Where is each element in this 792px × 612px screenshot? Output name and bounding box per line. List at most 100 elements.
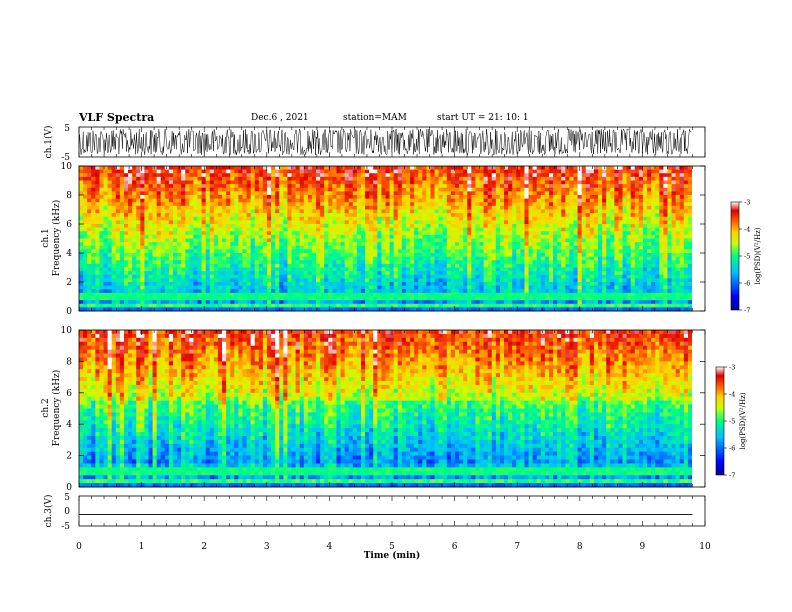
ch1-spectrogram-cell: [307, 267, 313, 272]
ch1-spectrogram-cell: [454, 227, 460, 232]
ch1-spectrogram-cell: [438, 202, 444, 207]
ch1-spectrogram-cell: [266, 227, 272, 232]
ch1-spectrogram-cell: [618, 166, 623, 171]
ch1-spectrogram-cell: [172, 274, 178, 279]
ch1-spectrogram-cell: [569, 224, 574, 229]
ch1-spectrogram-cell: [630, 213, 636, 218]
ch1-spectrogram-cell: [422, 169, 427, 174]
ch1-spectrogram-cell: [181, 260, 186, 265]
ch1-spectrogram-cell: [561, 205, 566, 210]
ch1-spectrogram-cell: [152, 245, 158, 250]
ch1-spectrogram-cell: [614, 166, 619, 171]
ch1-spectrogram-cell: [99, 271, 104, 276]
ch1-spectrogram-cell: [467, 187, 472, 192]
ch1-spectrogram-cell: [401, 220, 407, 225]
ch1-spectrogram-cell: [311, 282, 317, 287]
ch1-spectrogram-cell: [123, 176, 129, 181]
ch1-spectrogram-cell: [618, 195, 623, 200]
ch1-spectrogram-cell: [528, 242, 534, 247]
ch1-spectrogram-cell: [634, 220, 640, 225]
ch1-spectrogram-cell: [377, 184, 382, 189]
ch1-spectrogram-cell: [352, 260, 358, 265]
ch1-spectrogram-cell: [332, 271, 337, 276]
ch1-spectrogram-cell: [283, 278, 288, 283]
ch1-spectrogram-cell: [667, 198, 672, 203]
ch1-spectrogram-cell: [275, 191, 280, 196]
ch1-spectrogram-cell: [536, 166, 542, 171]
ch1-spectrogram-cell: [340, 274, 346, 279]
ch1-spectrogram-cell: [83, 256, 88, 261]
ch1-spectrogram-cell: [426, 202, 431, 207]
ch1-spectrogram-cell: [356, 198, 362, 203]
ch1-spectrogram-cell: [483, 260, 489, 265]
ch1-spectrogram-cell: [328, 256, 333, 261]
ch1-spectrogram-cell: [593, 271, 599, 276]
ch1-spectrogram-cell: [528, 245, 534, 250]
ch1-spectrogram-cell: [185, 263, 190, 268]
ch1-spectrogram-cell: [536, 213, 542, 218]
ch1-spectrogram-cell: [115, 249, 121, 254]
ch1-spectrogram-cell: [512, 282, 517, 287]
ch1-spectrogram-cell: [197, 285, 202, 290]
ch1-spectrogram-cell: [132, 234, 137, 239]
ch1-spectrogram-cell: [557, 274, 562, 279]
ch1-spectrogram-cell: [95, 180, 100, 185]
ch1-spectrogram-cell: [336, 227, 341, 232]
ch1-spectrogram-cell: [291, 282, 296, 287]
ch1-spectrogram-cell: [512, 278, 517, 283]
ch1-spectrogram-cell: [610, 213, 615, 218]
ch1-spectrogram-cell: [295, 220, 301, 225]
ch1-spectrogram-cell: [287, 191, 292, 196]
ch1-spectrogram-cell: [95, 224, 100, 229]
ch1-spectrogram-cell: [598, 195, 603, 200]
ch1-spectrogram-cell: [185, 274, 190, 279]
ch1-spectrogram-cell: [647, 209, 652, 214]
ch1-spectrogram-cell: [463, 242, 468, 247]
ch1-spectrogram-cell: [103, 176, 109, 181]
ch1-spectrogram-cell: [516, 205, 521, 210]
ch1-spectrogram-cell: [279, 173, 284, 178]
ch1-spectrogram-cell: [430, 180, 435, 185]
ch1-spectrogram-cell: [659, 198, 664, 203]
ch1-spectrogram-cell: [222, 263, 227, 268]
ch1-spectrogram-cell: [258, 263, 264, 268]
ch1-spectrogram-cell: [471, 238, 476, 243]
ch1-spectrogram-cell: [254, 227, 260, 232]
ch1-spectrogram-cell: [230, 282, 235, 287]
ch1-spectrogram-cell: [414, 191, 419, 196]
ch1-spectrogram-cell: [516, 227, 521, 232]
ch1-spectrogram-cell: [172, 271, 178, 276]
ch1-spectrogram-cell: [111, 216, 117, 221]
ch1-spectrogram-cell: [385, 216, 390, 221]
ch1-spectrogram-cell: [679, 169, 685, 174]
ch1-spectrogram-cell: [177, 213, 182, 218]
ch1-spectrogram-cell: [242, 274, 247, 279]
ch1-spectrogram-cell: [299, 278, 305, 283]
ch1-spectrogram-cell: [516, 260, 521, 265]
ch1-spectrogram-cell: [238, 242, 243, 247]
ch1-spectrogram-cell: [99, 209, 104, 214]
ch1-spectrogram-cell: [610, 260, 615, 265]
ch1-spectrogram-cell: [569, 191, 574, 196]
ch1-spectrogram-cell: [683, 187, 689, 192]
ch1-spectrogram-cell: [348, 202, 354, 207]
ch1-spectrogram-cell: [565, 282, 570, 287]
ch1-spectrogram-cell: [148, 231, 153, 236]
ch1-spectrogram-cell: [340, 209, 346, 214]
ch1-spectrogram-cell: [83, 234, 88, 239]
ch1-spectrogram-cell: [508, 278, 513, 283]
ch1-spectrogram-cell: [573, 191, 578, 196]
ch1-spectrogram-cell: [483, 195, 489, 200]
ch1-spectrogram-cell: [136, 245, 141, 250]
ch1-spectrogram-cell: [340, 202, 346, 207]
ch1-spectrogram-cell: [140, 242, 145, 247]
ch1-spectrogram-cell: [536, 271, 542, 276]
ch1-spectrogram-cell: [303, 238, 309, 243]
ch1-spectrogram-cell: [291, 191, 296, 196]
ch1-spectrogram-cell: [213, 173, 219, 178]
ch1-spectrogram-cell: [630, 231, 636, 236]
ch1-spectrogram-cell: [422, 198, 427, 203]
ch1-spectrogram-cell: [622, 253, 628, 258]
ch1-spectrogram-cell: [328, 209, 333, 214]
ch1-spectrogram-cell: [340, 271, 346, 276]
